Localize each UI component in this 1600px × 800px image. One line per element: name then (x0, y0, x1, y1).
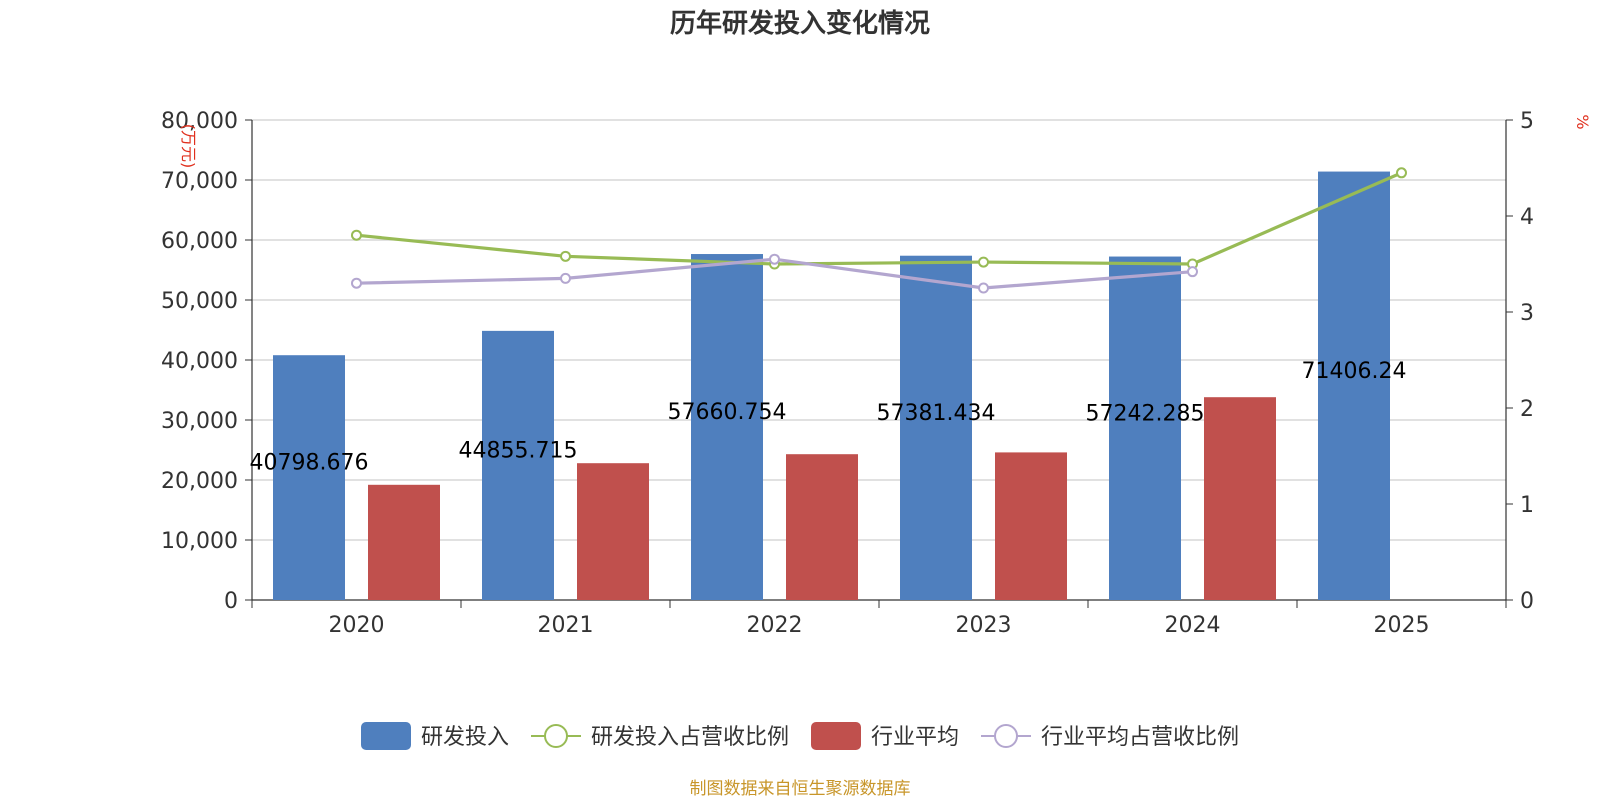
left-tick-label: 30,000 (161, 409, 238, 434)
data-label: 40798.676 (250, 451, 369, 476)
right-tick-label: 0 (1520, 589, 1534, 614)
left-tick-label: 80,000 (161, 109, 238, 134)
legend-label: 行业平均占营收比例 (1041, 725, 1239, 750)
bar (900, 255, 972, 600)
data-labels: 40798.676 44855.715 57660.754 57381.434 5724… (250, 359, 1407, 476)
left-tick-label: 40,000 (161, 349, 238, 374)
data-label: 57381.434 (877, 401, 996, 426)
bar (368, 484, 440, 600)
line-point (560, 272, 571, 284)
legend-label: 研发投入占营收比例 (591, 725, 789, 750)
source-note: 制图数据来自恒生聚源数据库 (690, 779, 911, 799)
x-tick-label: 2021 (538, 613, 594, 638)
left-tick-label: 50,000 (161, 289, 238, 314)
x-tick-label: 2024 (1165, 613, 1221, 638)
line-point (351, 229, 362, 241)
bar (482, 330, 554, 600)
left-tick-label: 60,000 (161, 229, 238, 254)
left-tick-label: 20,000 (161, 469, 238, 494)
axes: 0 10,000 20,000 30,000 40,000 50,000 60,000 70,… (161, 109, 1534, 638)
bar (995, 452, 1067, 600)
right-tick-label: 4 (1520, 205, 1534, 230)
right-tick-label: 3 (1520, 301, 1534, 326)
line-point (978, 282, 989, 294)
legend-swatch (811, 722, 861, 750)
gridlines (252, 119, 1506, 541)
right-tick-label: 5 (1520, 109, 1534, 134)
line-point (1187, 266, 1198, 278)
bar (1204, 397, 1276, 600)
bar (1109, 256, 1181, 600)
line-point (1396, 167, 1407, 179)
line-point (769, 253, 780, 265)
left-tick-label: 70,000 (161, 169, 238, 194)
line-point (351, 277, 362, 289)
left-axis-unit: (万元) (179, 124, 198, 169)
bar (786, 454, 858, 600)
legend: 研发投入 研发投入占营收比例 行业平均 行业平均占营收比例 (361, 722, 1239, 750)
legend-swatch (361, 722, 411, 750)
legend-label: 研发投入 (421, 725, 509, 750)
bar (577, 463, 649, 600)
legend-marker (544, 724, 568, 748)
line-point (560, 250, 571, 262)
x-tick-label: 2023 (956, 613, 1012, 638)
left-tick-label: 0 (224, 589, 238, 614)
x-tick-label: 2020 (329, 613, 385, 638)
bars (273, 171, 1390, 601)
data-label: 71406.24 (1302, 359, 1407, 384)
line-point (978, 256, 989, 268)
data-label: 57660.754 (668, 400, 787, 425)
bar (1318, 171, 1390, 600)
right-tick-label: 2 (1520, 397, 1534, 422)
right-axis-unit: % (1573, 114, 1592, 129)
x-tick-label: 2025 (1374, 613, 1430, 638)
legend-marker (994, 724, 1018, 748)
legend-label: 行业平均 (871, 725, 959, 750)
series-line (356, 171, 1403, 266)
data-label: 57242.285 (1086, 401, 1205, 426)
bar (691, 254, 763, 601)
chart-title: 历年研发投入变化情况 (670, 8, 930, 39)
bar (273, 355, 345, 600)
x-tick-label: 2022 (747, 613, 803, 638)
lines (351, 167, 1407, 294)
left-tick-label: 10,000 (161, 529, 238, 554)
right-tick-label: 1 (1520, 493, 1534, 518)
data-label: 44855.715 (459, 438, 578, 463)
